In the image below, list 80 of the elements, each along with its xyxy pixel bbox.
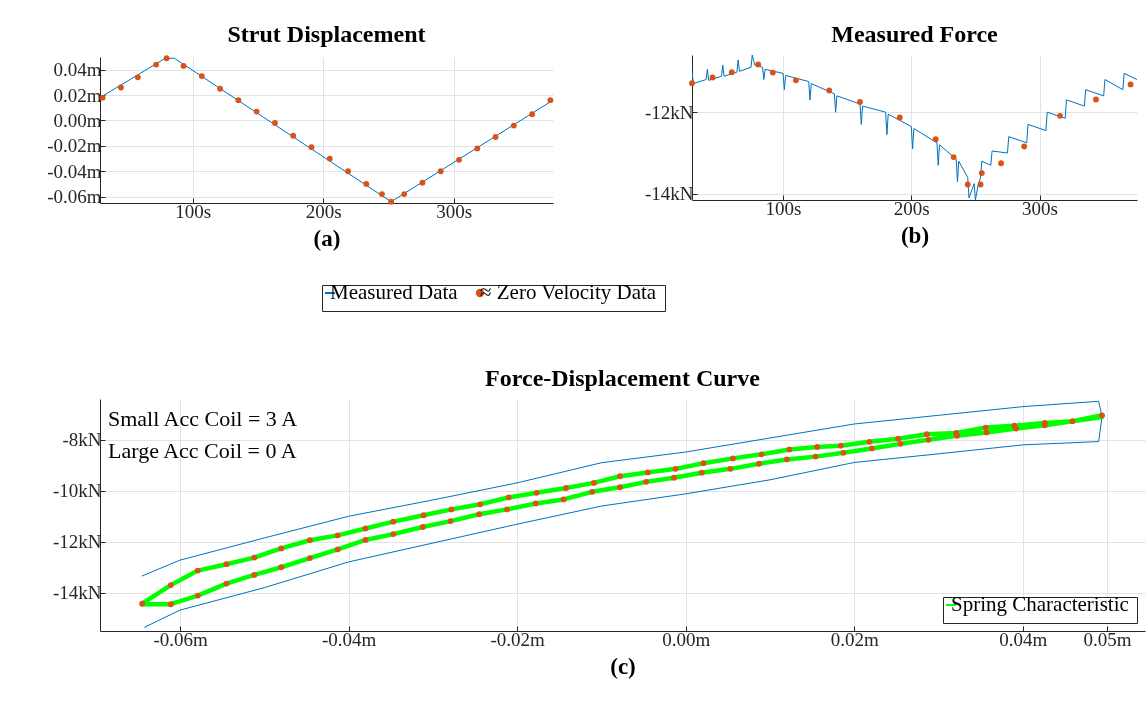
x-tick-label: 0.00m [662, 628, 711, 650]
x-tick-label: -0.06m [153, 628, 208, 650]
point [769, 69, 776, 76]
point [1021, 143, 1028, 150]
x-tick-label: -0.02m [490, 628, 546, 650]
x-tick-label: 200s [893, 197, 930, 219]
point [709, 74, 716, 81]
x-tick-label: -0.04m [321, 628, 377, 650]
y-tick-label: -8kN [62, 429, 102, 451]
legend-label: Spring Characteristic [951, 592, 1129, 616]
point [1093, 96, 1099, 103]
annotation: Large Acc Coil = 0 A [108, 438, 297, 463]
point [950, 154, 957, 161]
y-tick-label: -0.04m [47, 160, 102, 182]
x-tick-label: 100s [175, 200, 212, 222]
point [388, 198, 395, 205]
point [510, 122, 517, 129]
point [326, 155, 333, 162]
y-tick-label: -14kN [52, 582, 102, 604]
point [253, 108, 260, 115]
point [308, 144, 315, 151]
point [728, 69, 735, 76]
y-tick-label: 0.02m [53, 84, 102, 106]
point [792, 77, 799, 84]
x-tick-label: 0.05m [1083, 628, 1132, 650]
x-tick-label: 200s [305, 200, 342, 222]
chart-title: Force-Displacement Curve [485, 365, 761, 391]
point [826, 87, 833, 94]
x-tick-label: 100s [765, 197, 802, 219]
x-axis-title: (a) [313, 225, 341, 251]
point [198, 73, 205, 79]
point [932, 136, 939, 143]
point [857, 99, 863, 105]
point [437, 168, 444, 175]
point [363, 181, 370, 187]
point [474, 145, 481, 152]
point [401, 191, 408, 198]
x-tick-label: 0.04m [999, 628, 1048, 650]
point [117, 84, 124, 91]
legend-label: ≈ Zero Velocity Data [480, 280, 657, 304]
point [153, 61, 160, 68]
point [345, 168, 351, 175]
point [272, 120, 278, 126]
point [529, 111, 536, 118]
x-axis-title: (c) [610, 653, 636, 679]
point [896, 114, 903, 121]
point [977, 181, 984, 188]
y-tick-label: 0.00m [53, 109, 102, 131]
y-tick-label: -12kN [52, 531, 102, 553]
point [163, 55, 170, 62]
point [217, 85, 224, 92]
point [964, 181, 971, 188]
x-tick-label: 300s [436, 200, 473, 222]
y-tick-label: 0.04m [53, 59, 102, 81]
point [755, 61, 762, 68]
x-axis-title: (b) [900, 222, 930, 248]
point [689, 80, 695, 87]
point [419, 179, 426, 186]
point [379, 191, 385, 198]
point [492, 134, 499, 140]
point [235, 97, 242, 104]
y-tick-label: -14kN [644, 183, 694, 205]
chart-title: Strut Displacement [227, 21, 426, 48]
point [134, 74, 141, 81]
legend-label: Measured Data [330, 280, 459, 304]
point [998, 160, 1004, 167]
point [290, 132, 297, 139]
annotation: Small Acc Coil = 3 A [108, 406, 298, 431]
point [180, 62, 187, 69]
y-tick-label: -12kN [644, 101, 694, 123]
point [1127, 81, 1134, 88]
x-tick-label: 300s [1022, 197, 1058, 219]
point [456, 156, 462, 163]
y-tick-label: -10kN [52, 480, 102, 502]
x-tick-label: 0.02m [830, 628, 879, 650]
chart-title: Measured Force [831, 21, 999, 47]
point [547, 97, 554, 104]
point [978, 170, 985, 176]
y-tick-label: -0.02m [47, 135, 102, 157]
point [1057, 112, 1063, 119]
